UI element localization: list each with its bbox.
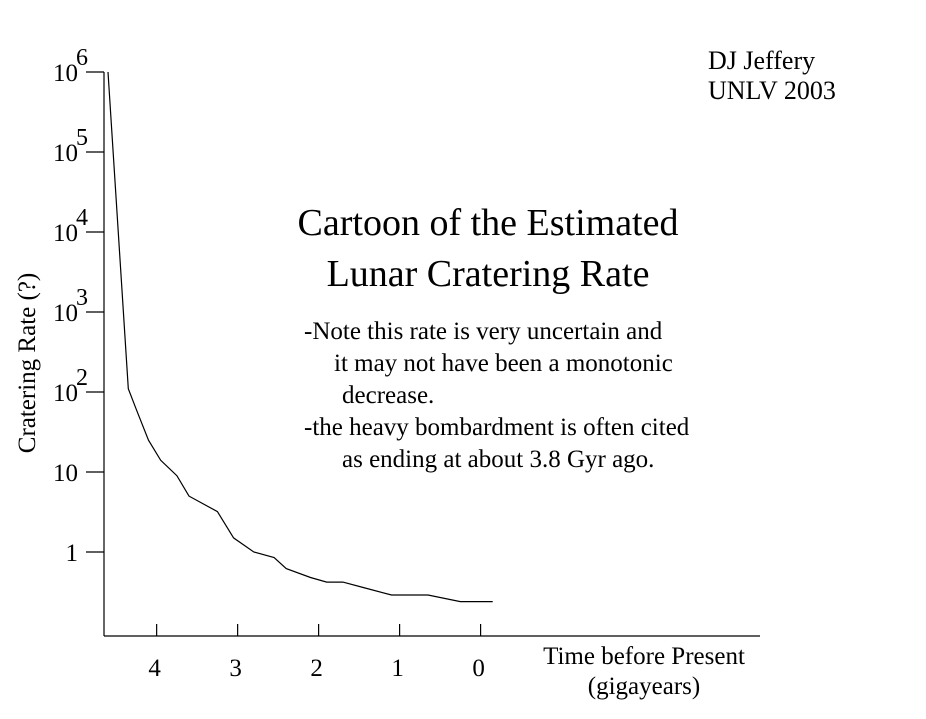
chart-title-line-2: Lunar Cratering Rate (326, 253, 650, 295)
x-tick-label: 1 (391, 655, 404, 682)
y-tick-label: 10 (53, 300, 78, 327)
author-credit: DJ Jeffery UNLV 2003 (708, 46, 836, 106)
x-tick-label: 3 (229, 655, 242, 682)
y-tick-label: 10 (53, 60, 78, 87)
x-tick-label: 4 (148, 655, 161, 682)
x-tick-label: 0 (472, 655, 485, 682)
y-tick-label: 10 (53, 380, 78, 407)
x-axis-label-line-2: (gigayears) (587, 673, 701, 700)
y-axis-label: Cratering Rate (?) (14, 273, 41, 453)
x-tick-label: 2 (310, 655, 323, 682)
y-tick-exponent: 3 (76, 285, 88, 311)
note-line-2: it may not have been a monotonic (334, 350, 673, 377)
y-tick-label: 10 (53, 220, 78, 247)
cratering-rate-line (107, 71, 493, 603)
x-ticks: 4 3 2 1 0 (148, 624, 485, 682)
x-axis-label: Time before Present (gigayears) (520, 642, 768, 702)
note-line-3: decrease. (342, 382, 435, 409)
y-tick-label: 10 (53, 460, 78, 487)
y-tick-label: 10 (53, 140, 78, 167)
x-axis-label-line-1: Time before Present (543, 643, 745, 670)
author-name: DJ Jeffery (708, 46, 816, 75)
y-tick-exponent: 4 (76, 205, 88, 231)
y-tick-exponent: 6 (76, 45, 88, 71)
y-tick-label: 1 (66, 540, 79, 567)
y-tick-exponent: 5 (76, 125, 88, 151)
note-line-5: as ending at about 3.8 Gyr ago. (342, 446, 655, 473)
chart-title-line-1: Cartoon of the Estimated (297, 202, 679, 244)
chart-title: Cartoon of the Estimated Lunar Cratering… (228, 198, 748, 300)
note-line-1: -Note this rate is very uncertain and (304, 318, 663, 345)
author-affiliation: UNLV 2003 (708, 76, 836, 105)
chart-notes: -Note this rate is very uncertain and it… (304, 316, 689, 476)
y-tick-exponent: 2 (76, 365, 88, 391)
note-line-4: -the heavy bombardment is often cited (304, 414, 690, 441)
